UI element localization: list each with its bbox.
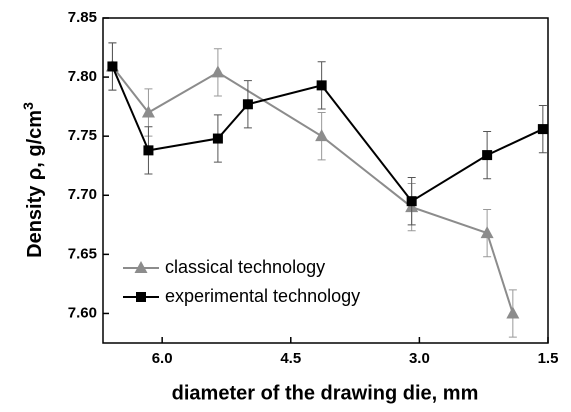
marker bbox=[134, 261, 148, 273]
marker bbox=[316, 80, 327, 91]
x-tick-label: 1.5 bbox=[538, 350, 559, 367]
marker bbox=[242, 99, 253, 110]
marker bbox=[315, 129, 329, 142]
marker bbox=[212, 133, 223, 144]
y-label-sup: 3 bbox=[20, 102, 36, 110]
y-tick-label: 7.75 bbox=[68, 127, 97, 144]
marker bbox=[482, 150, 493, 161]
y-tick-label: 7.60 bbox=[68, 304, 97, 321]
y-axis-label: Density ρ, g/cm3 bbox=[20, 102, 47, 258]
series-line bbox=[111, 66, 544, 203]
marker bbox=[143, 145, 154, 156]
marker bbox=[141, 105, 155, 118]
marker bbox=[211, 65, 225, 78]
x-tick-label: 6.0 bbox=[152, 350, 173, 367]
marker bbox=[136, 292, 146, 302]
x-tick-label: 4.5 bbox=[280, 350, 301, 367]
marker bbox=[506, 306, 520, 319]
x-axis-label: diameter of the drawing die, mm bbox=[172, 382, 479, 404]
marker bbox=[406, 196, 417, 207]
marker bbox=[107, 61, 118, 72]
marker bbox=[480, 226, 494, 239]
y-tick-label: 7.85 bbox=[68, 9, 97, 26]
marker bbox=[537, 124, 548, 135]
plot-frame bbox=[102, 17, 549, 344]
y-tick-label: 7.70 bbox=[68, 186, 97, 203]
y-label-main: Density ρ, g/cm bbox=[24, 110, 46, 258]
x-tick-label: 3.0 bbox=[409, 350, 430, 367]
legend-label: classical technology bbox=[165, 257, 325, 277]
y-tick-label: 7.65 bbox=[68, 245, 97, 262]
legend-label: experimental technology bbox=[165, 286, 360, 306]
y-tick-label: 7.80 bbox=[68, 68, 97, 85]
